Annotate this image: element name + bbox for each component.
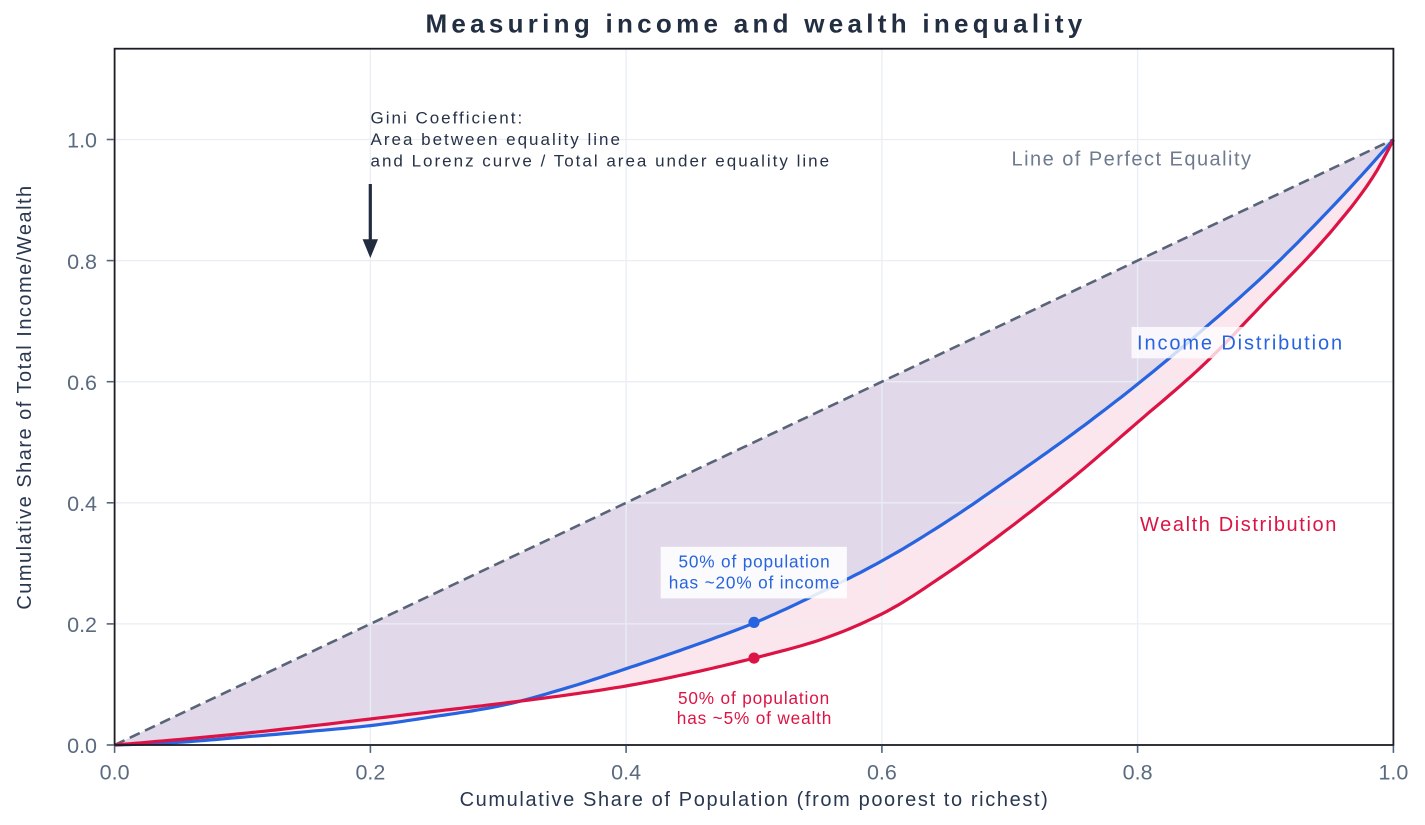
svg-text:1.0: 1.0 [1378,761,1408,785]
svg-text:0.4: 0.4 [611,761,641,785]
svg-text:0.6: 0.6 [867,761,897,785]
svg-text:0.0: 0.0 [100,761,130,785]
svg-text:Line of Perfect Equality: Line of Perfect Equality [1012,149,1253,171]
svg-text:Cumulative Share of Population: Cumulative Share of Population (from poo… [460,789,1050,811]
svg-text:Income Distribution: Income Distribution [1137,333,1344,355]
svg-text:Gini Coefficient:: Gini Coefficient: [371,109,525,128]
svg-text:0.4: 0.4 [67,492,97,516]
svg-text:0.2: 0.2 [67,613,97,637]
svg-text:0.2: 0.2 [355,761,385,785]
svg-text:has ~5% of wealth: has ~5% of wealth [677,708,832,728]
svg-text:Cumulative Share of Total Inco: Cumulative Share of Total Income/Wealth [14,184,36,609]
svg-text:50% of population: 50% of population [678,552,830,572]
svg-text:0.6: 0.6 [67,371,97,395]
svg-text:0.0: 0.0 [67,734,97,758]
svg-text:Measuring income and wealth in: Measuring income and wealth inequality [425,9,1086,39]
svg-text:1.0: 1.0 [67,129,97,153]
svg-text:0.8: 0.8 [67,250,97,274]
svg-text:and Lorenz curve / Total area: and Lorenz curve / Total area under equa… [371,152,832,171]
svg-text:has ~20% of income: has ~20% of income [669,573,841,593]
svg-text:0.8: 0.8 [1123,761,1153,785]
svg-text:Area between equality line: Area between equality line [371,130,622,149]
svg-text:50% of population: 50% of population [678,688,830,708]
svg-text:Wealth Distribution: Wealth Distribution [1140,514,1338,536]
